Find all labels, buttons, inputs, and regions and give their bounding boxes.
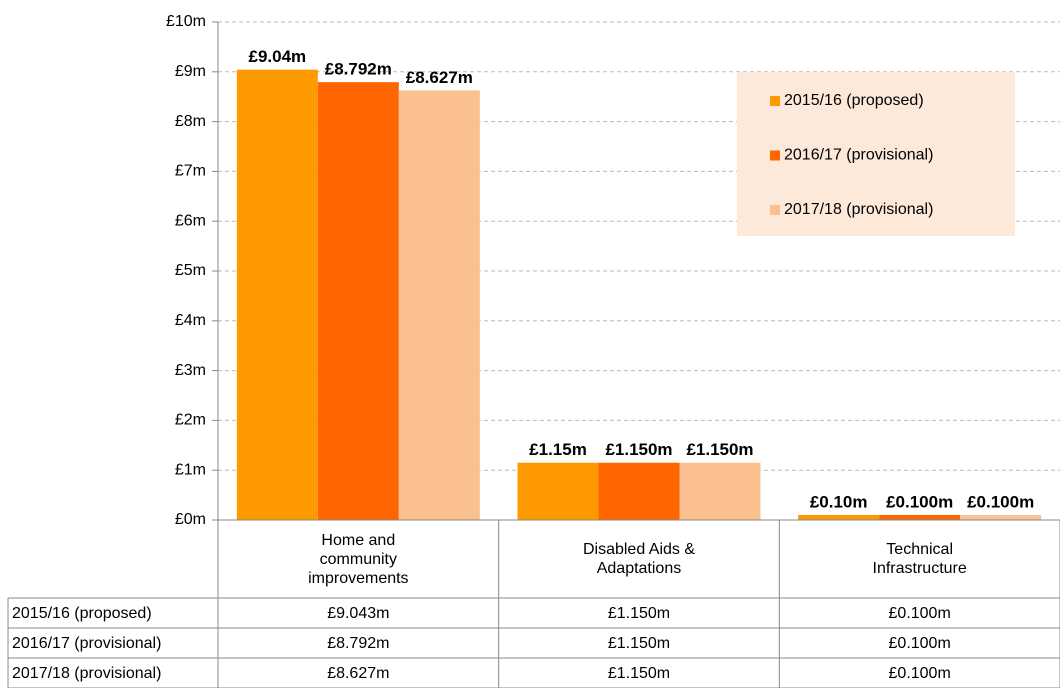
row-label-text: 2016/17 (provisional) xyxy=(12,634,162,652)
bar xyxy=(960,515,1042,520)
table-value: £1.150m xyxy=(499,628,780,658)
table-value-text: £1.150m xyxy=(607,604,671,622)
table-value: £8.792m xyxy=(218,628,499,658)
category-label: Disabled Aids & Adaptations xyxy=(499,520,780,598)
table-value: £1.150m xyxy=(499,658,780,688)
row-label: 2017/18 (provisional) xyxy=(8,658,218,688)
table-value-text: £0.100m xyxy=(888,634,951,652)
table-value-text: £8.792m xyxy=(327,634,390,652)
y-tick-label: £7m xyxy=(175,163,206,180)
y-tick-label: £2m xyxy=(175,412,206,429)
value-label: £1.150m xyxy=(605,440,672,459)
y-tick-label: £5m xyxy=(175,262,206,279)
y-tick-label: £4m xyxy=(175,312,206,329)
value-label: £1.150m xyxy=(686,440,753,459)
category-label-text: Disabled Aids & Adaptations xyxy=(582,541,696,577)
bar xyxy=(679,462,761,520)
bar xyxy=(879,515,961,520)
legend-swatch xyxy=(770,96,780,106)
value-label: £9.04m xyxy=(248,47,306,66)
value-label: £0.100m xyxy=(967,493,1034,512)
value-label: £0.100m xyxy=(886,493,953,512)
row-label: 2015/16 (proposed) xyxy=(8,598,218,628)
table-value: £0.100m xyxy=(779,598,1060,628)
category-label-text: Home and community improvements xyxy=(308,531,409,587)
bar xyxy=(598,462,680,520)
category-label: Home and community improvements xyxy=(218,520,499,598)
y-tick-label: £0m xyxy=(175,511,206,528)
table-value-text: £8.627m xyxy=(327,664,390,682)
table-value-text: £0.100m xyxy=(888,664,951,682)
category-label-text: Technical Infrastructure xyxy=(872,541,967,577)
legend-box xyxy=(737,72,1015,236)
legend-label: 2015/16 (proposed) xyxy=(784,92,924,109)
table-value: £9.043m xyxy=(218,598,499,628)
legend-label: 2017/18 (provisional) xyxy=(784,201,933,218)
table-value-text: £1.150m xyxy=(607,634,671,652)
table-value: £8.627m xyxy=(218,658,499,688)
row-label-text: 2015/16 (proposed) xyxy=(12,604,152,622)
value-label: £8.792m xyxy=(325,60,392,79)
category-label: Technical Infrastructure xyxy=(779,520,1060,598)
row-label-text: 2017/18 (provisional) xyxy=(12,664,162,682)
legend-swatch xyxy=(770,205,780,215)
bar xyxy=(236,69,318,520)
y-tick-label: £1m xyxy=(175,461,206,478)
row-label: 2016/17 (provisional) xyxy=(8,628,218,658)
table-value: £0.100m xyxy=(779,658,1060,688)
table-value: £0.100m xyxy=(779,628,1060,658)
y-tick-label: £3m xyxy=(175,362,206,379)
bar xyxy=(798,515,880,520)
value-label: £8.627m xyxy=(406,68,473,87)
value-label: £0.10m xyxy=(810,493,868,512)
table-value-text: £1.150m xyxy=(607,664,671,682)
value-label: £1.15m xyxy=(529,440,587,459)
y-tick-label: £9m xyxy=(175,63,206,80)
legend-label: 2016/17 (provisional) xyxy=(784,147,933,164)
y-tick-label: £10m xyxy=(166,13,206,30)
legend-swatch xyxy=(770,150,780,161)
table-value-text: £0.100m xyxy=(888,604,951,622)
y-tick-label: £6m xyxy=(175,212,206,229)
y-tick-label: £8m xyxy=(175,113,206,130)
bar xyxy=(317,82,399,521)
table-value-text: £9.043m xyxy=(327,604,390,622)
bar xyxy=(398,90,480,520)
table-value: £1.150m xyxy=(499,598,780,628)
bar xyxy=(517,462,599,520)
